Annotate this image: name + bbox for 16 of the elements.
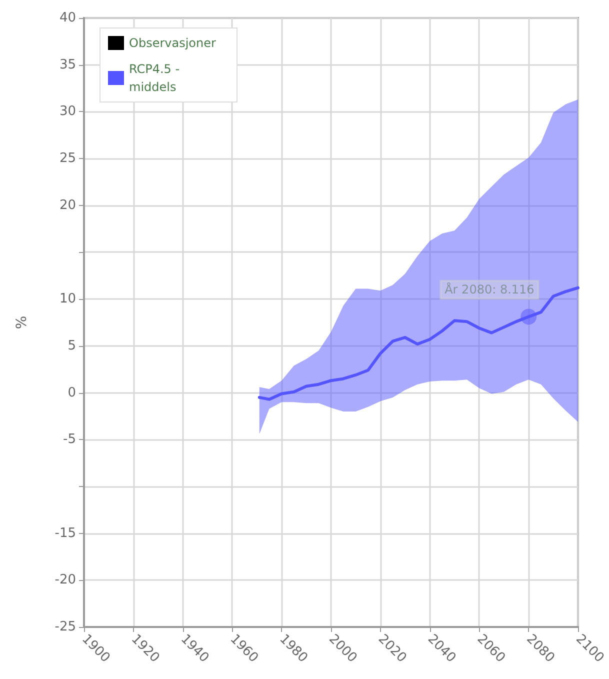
legend-label: RCP4.5 - middels <box>129 62 184 94</box>
y-tick-label: 25 <box>59 151 76 166</box>
y-tick-label: 30 <box>59 104 76 120</box>
y-tick-label: 20 <box>59 198 76 213</box>
y-tick-label: -25 <box>54 620 76 634</box>
y-tick-label: -15 <box>54 526 76 541</box>
y-tick-label: -20 <box>54 572 76 588</box>
y-axis-title: % <box>14 316 30 330</box>
y-tick-label: 35 <box>59 57 76 72</box>
annotation: År 2080: 8.116 <box>444 282 534 297</box>
y-tick-label: -5 <box>63 432 76 448</box>
y-tick-label: 10 <box>59 292 76 307</box>
y-tick-label: 40 <box>59 10 76 26</box>
y-tick-label: 0 <box>68 385 76 400</box>
y-tick-label: 5 <box>68 338 76 354</box>
legend-label: Observasjoner <box>129 36 216 50</box>
